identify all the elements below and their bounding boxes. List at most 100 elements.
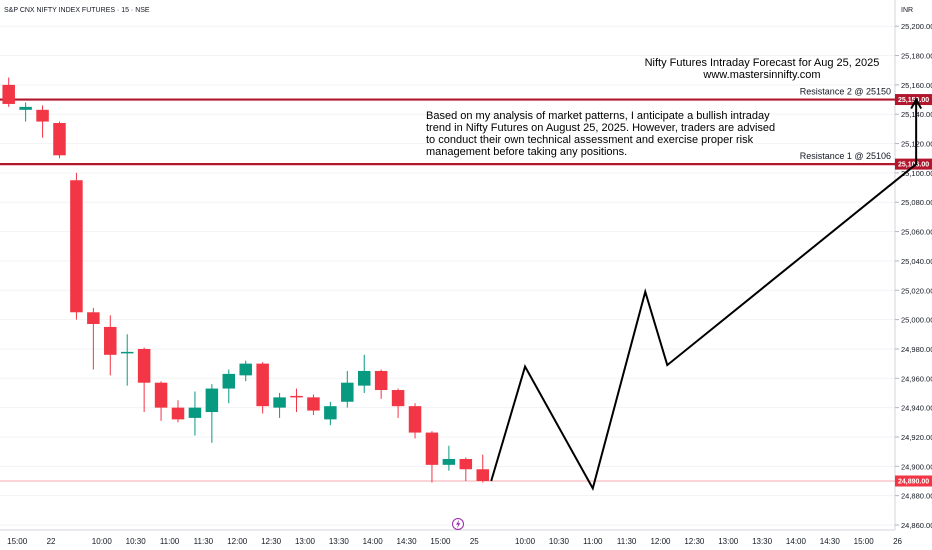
candle: [290, 388, 303, 413]
price-tick-label: 24,940.00: [901, 404, 932, 413]
time-tick-label: 15:00: [430, 537, 451, 546]
time-tick-label: 12:00: [650, 537, 671, 546]
time-tick-label: 13:30: [329, 537, 350, 546]
candle-body: [53, 123, 66, 156]
candle: [307, 394, 320, 415]
candle: [19, 102, 32, 122]
candle: [120, 334, 134, 386]
candle: [273, 392, 286, 418]
time-tick-label: 22: [47, 537, 56, 546]
time-tick-label: 11:30: [617, 537, 637, 546]
candle: [104, 315, 117, 376]
forecast-title: Nifty Futures Intraday Forecast for Aug …: [645, 57, 880, 69]
price-tick-label: 25,020.00: [901, 286, 932, 295]
symbol-title: S&P CNX NIFTY INDEX FUTURES · 15 · NSE: [4, 7, 150, 14]
candle: [154, 381, 168, 421]
candle: [188, 391, 202, 436]
price-tick-label: 25,160.00: [901, 81, 932, 90]
candle-body: [442, 458, 456, 465]
candle-body: [357, 370, 371, 386]
candle: [205, 384, 219, 443]
candle: [70, 172, 83, 320]
candle: [357, 354, 371, 393]
candle-body: [290, 395, 303, 398]
candle-body: [137, 348, 151, 383]
candle: [374, 369, 388, 399]
candle-body: [87, 312, 100, 325]
time-tick-label: 13:00: [718, 537, 739, 546]
candle-body: [120, 351, 134, 354]
candle-body: [273, 397, 286, 408]
candle-body: [408, 406, 422, 433]
analysis-note-line-3: to conduct their own technical assessmen…: [426, 134, 754, 146]
candle-body: [391, 390, 405, 407]
forecast-path: [490, 97, 923, 491]
currency-label: INR: [901, 7, 913, 14]
candle: [341, 370, 354, 408]
price-tick-label: 25,000.00: [901, 316, 932, 325]
candle-body: [222, 373, 236, 389]
time-tick-label: 12:00: [227, 537, 248, 546]
candle: [425, 431, 439, 483]
price-tick-label: 24,980.00: [901, 345, 932, 354]
candle: [53, 121, 66, 159]
resistance-price-tag-label: 25,150.00: [898, 97, 929, 104]
candle: [36, 105, 49, 138]
time-tick-label: 14:30: [820, 537, 841, 546]
candle: [391, 388, 405, 418]
candle-body: [239, 363, 252, 376]
candle-body: [70, 180, 83, 313]
candle-body: [324, 406, 337, 420]
price-tick-label: 25,040.00: [901, 257, 932, 266]
resistance-price-tag: [895, 94, 932, 106]
time-tick-label: 10:00: [515, 537, 536, 546]
candle-body: [459, 458, 473, 470]
candle-body: [188, 407, 202, 418]
forecast-arrowhead: [910, 97, 923, 110]
current-price-level: 24,890.00: [0, 475, 932, 487]
candle: [87, 307, 100, 370]
time-tick-label: 15:00: [854, 537, 875, 546]
candle: [408, 403, 422, 439]
candle-body: [341, 382, 354, 402]
time-tick-label: 14:00: [786, 537, 807, 546]
time-tick-label: 12:30: [261, 537, 282, 546]
time-tick-label: 15:00: [7, 537, 28, 546]
analysis-note-line-4: management before taking any positions.: [426, 146, 627, 158]
price-tick-label: 25,180.00: [901, 52, 932, 61]
candle-body: [425, 432, 439, 465]
time-tick-label: 12:30: [684, 537, 705, 546]
price-tick-label: 25,200.00: [901, 22, 932, 31]
candle: [442, 445, 456, 471]
price-tick-label: 25,100.00: [901, 169, 932, 178]
candle-body: [374, 370, 388, 391]
price-tick-label: 24,960.00: [901, 374, 932, 383]
time-tick-label: 11:30: [194, 537, 214, 546]
forecast-line: [490, 99, 918, 491]
candle: [256, 362, 269, 414]
time-tick-label: 13:30: [752, 537, 773, 546]
time-tick-label: 11:00: [583, 537, 603, 546]
time-tick-label: 25: [470, 537, 479, 546]
time-tick-label: 10:30: [549, 537, 570, 546]
candle-body: [476, 469, 489, 481]
candle: [171, 400, 185, 423]
analysis-note-line-2: trend in Nifty Futures on August 25, 202…: [426, 122, 775, 134]
candle: [222, 369, 236, 404]
candle: [324, 401, 337, 426]
time-tick-label: 26: [893, 537, 902, 546]
time-tick-label: 13:00: [295, 537, 316, 546]
lightning-icon[interactable]: [452, 518, 464, 530]
candle-body: [256, 363, 269, 407]
price-tick-label: 25,060.00: [901, 228, 932, 237]
chart-grid: [0, 25, 895, 526]
current-price-tag: [895, 475, 932, 487]
analysis-note-line-1: Based on my analysis of market patterns,…: [426, 110, 770, 122]
price-tick-label: 25,080.00: [901, 198, 932, 207]
time-tick-label: 14:30: [397, 537, 418, 546]
resistance-label: Resistance 2 @ 25150: [800, 87, 891, 97]
candle: [476, 454, 489, 483]
time-axis: 015:002210:0010:3011:0011:3012:0012:3013…: [7, 537, 902, 546]
resistance-label: Resistance 1 @ 25106: [800, 151, 891, 161]
time-tick-label: 14:00: [363, 537, 384, 546]
